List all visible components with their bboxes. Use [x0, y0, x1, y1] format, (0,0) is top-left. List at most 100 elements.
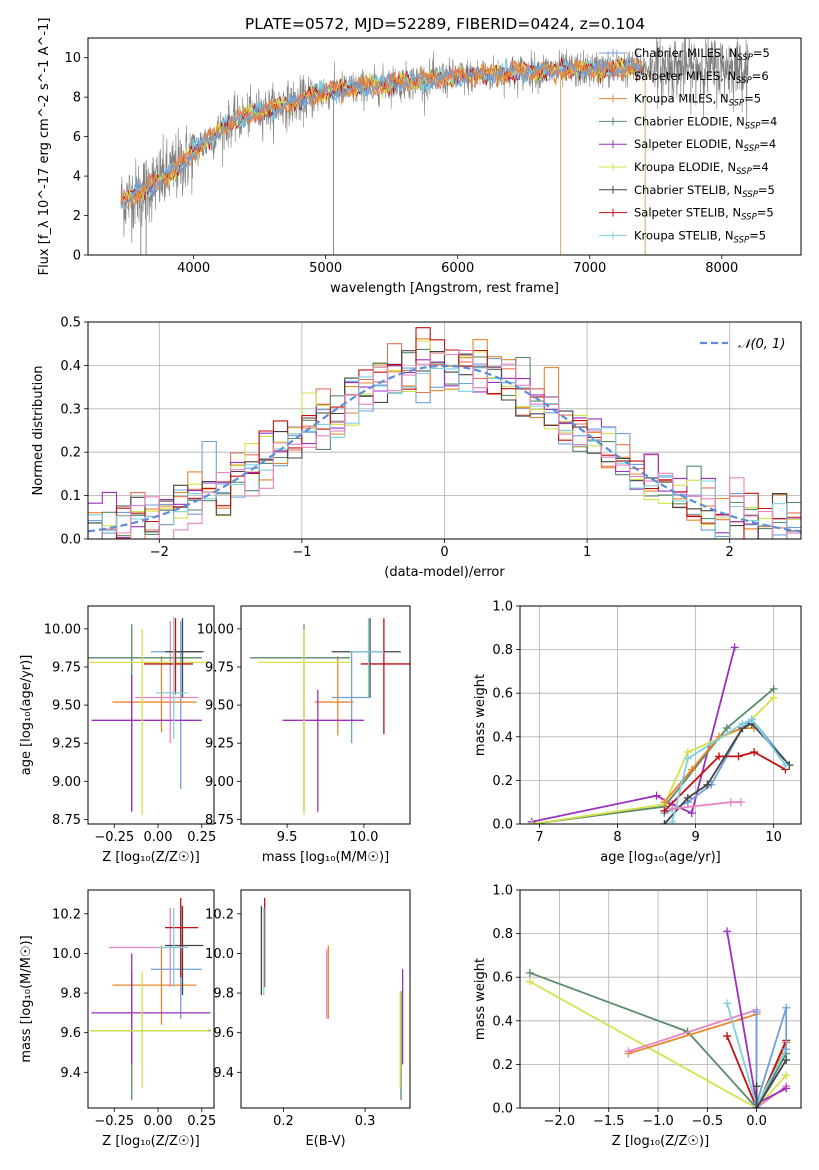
y-tick-label: 0.4 [60, 359, 81, 374]
mass-weight-line [529, 980, 787, 1108]
mass-weight-point [527, 820, 536, 824]
mass-weight-point [782, 1084, 791, 1093]
mass-vs-metallicity-panel: −0.25 0.00 0.25 9.4 9.6 9.8 10.0 10.2 Z [log₁₀(Z… [19, 889, 216, 1149]
mass-weight-point [752, 1104, 761, 1108]
x-tick-label: −1.0 [642, 1114, 674, 1129]
y-tick-label: 0.8 [492, 643, 513, 658]
mass-weight-point [734, 752, 743, 761]
mass-weight-point [736, 798, 745, 807]
axes-frame [519, 605, 802, 825]
mass-weight-point [752, 1082, 761, 1091]
gaussian-curve [88, 364, 801, 533]
x-axis-label: (data-model)/error [384, 565, 505, 580]
x-tick-label: 9 [691, 830, 699, 845]
plot-area [527, 643, 794, 824]
mass-weight-point [782, 1045, 791, 1054]
x-tick-label: 5000 [309, 261, 342, 276]
x-tick-label: 4000 [177, 261, 210, 276]
x-tick-label: 0.2 [273, 1114, 294, 1129]
mass-weight-point [525, 977, 534, 986]
y-tick-label: 8.75 [52, 813, 81, 828]
plot-area [260, 897, 404, 1101]
y-tick-label: 0.0 [492, 1102, 513, 1117]
y-tick-label: 9.25 [205, 737, 234, 752]
y-tick-label: 10 [64, 51, 81, 66]
mass-weight-point [747, 715, 756, 724]
y-tick-label: 9.6 [213, 1026, 234, 1041]
x-tick-label: 0.3 [355, 1114, 376, 1129]
mass-weight-point [782, 1071, 791, 1080]
y-tick-label: 4 [73, 170, 81, 185]
legend-subscript: SSP [744, 144, 760, 154]
x-tick-label: 8 [613, 830, 621, 845]
y-tick-label: 9.8 [213, 987, 234, 1002]
y-tick-label: 0.1 [60, 489, 81, 504]
mass-weight-point [769, 693, 778, 702]
legend-tail: =5 [744, 92, 761, 106]
y-tick-label: 1.0 [492, 884, 513, 899]
x-tick-label: 0 [440, 545, 448, 560]
plot-area [89, 897, 211, 1101]
y-tick-label: 6 [73, 130, 81, 145]
y-tick-label: 0.5 [60, 316, 81, 331]
y-tick-label: 10.2 [205, 907, 234, 922]
x-tick-label: 10.0 [349, 830, 378, 845]
axes-frame [240, 605, 411, 825]
legend-tail: =4 [759, 137, 776, 151]
mass-weight-point [660, 806, 669, 815]
y-axis-label: mass weight [473, 958, 488, 1040]
mass-weight-point [723, 1032, 732, 1041]
y-axis-label: mass weight [473, 674, 488, 756]
mass-weight-line [531, 688, 775, 824]
y-tick-label: 0.2 [492, 1058, 513, 1073]
y-tick-label: 9.8 [60, 987, 81, 1002]
mass-weight-point [726, 798, 735, 807]
mass-weight-point [525, 968, 534, 977]
y-tick-label: 10.0 [205, 947, 234, 962]
mass-weight-point [752, 1008, 761, 1017]
mass-weight-point [668, 817, 677, 824]
mass-weight-point [750, 748, 759, 757]
axes-frame [87, 321, 802, 540]
y-tick-label: 0.3 [60, 402, 81, 417]
y-axis-label: Flux [f_λ 10^-17 erg cm^-2 s^-1 A^-1] [37, 18, 52, 276]
y-tick-label: 0.6 [492, 971, 513, 986]
mass-weight-line [529, 971, 787, 1108]
x-tick-label: −0.25 [94, 830, 134, 845]
x-tick-label: 7 [535, 830, 543, 845]
x-tick-label: 8000 [705, 261, 738, 276]
legend-subscript: SSP [745, 121, 761, 131]
mass-weight-line [663, 722, 790, 824]
histogram-step [88, 349, 801, 539]
legend-tail: =5 [749, 228, 766, 242]
plot-area [120, 38, 749, 255]
model-spectrum-line [120, 58, 643, 210]
legend-label: Kroupa ELODIE, NSSP=4 [634, 160, 769, 177]
y-tick-label: 0.2 [492, 774, 513, 789]
mass-weight-point [722, 724, 731, 733]
x-tick-label: −0.25 [94, 1114, 134, 1129]
y-tick-label: 0 [73, 249, 81, 264]
x-tick-label: −0.5 [692, 1114, 724, 1129]
legend-tail: =6 [752, 69, 769, 83]
y-tick-label: 10.00 [44, 622, 81, 637]
mass-weight-point [687, 765, 696, 774]
plot-area [250, 618, 410, 815]
legend-tail: =5 [757, 206, 774, 220]
legend-label: Salpeter ELODIE, NSSP=4 [634, 137, 776, 154]
legend-label: Salpeter MILES, NSSP=6 [634, 69, 769, 86]
y-tick-label: 10.00 [197, 622, 234, 637]
mass-weight-point [723, 927, 732, 936]
model-spectrum-line [120, 56, 643, 210]
mass-weight-point [683, 793, 692, 802]
mass-weight-vs-age-panel: 7 8 9 10 0.0 0.2 0.4 0.6 0.8 1.0 age [log₁₀(age/yr… [473, 600, 802, 865]
plot-area [88, 327, 801, 539]
age-vs-metallicity-panel: −0.25 0.00 0.25 8.75 9.00 9.25 9.50 9.75 10.00 Z … [19, 605, 216, 865]
histogram-step [88, 354, 801, 539]
mass-weight-point [668, 804, 677, 813]
legend-tail: =5 [753, 46, 770, 60]
mass-vs-extinction-panel: 0.2 0.3 9.4 9.6 9.8 10.0 10.2 E(B-V) [205, 889, 411, 1149]
x-axis-label: Z [log₁₀(Z/Z☉)] [612, 1134, 709, 1149]
y-tick-label: 0.4 [492, 730, 513, 745]
y-tick-label: 9.50 [52, 699, 81, 714]
